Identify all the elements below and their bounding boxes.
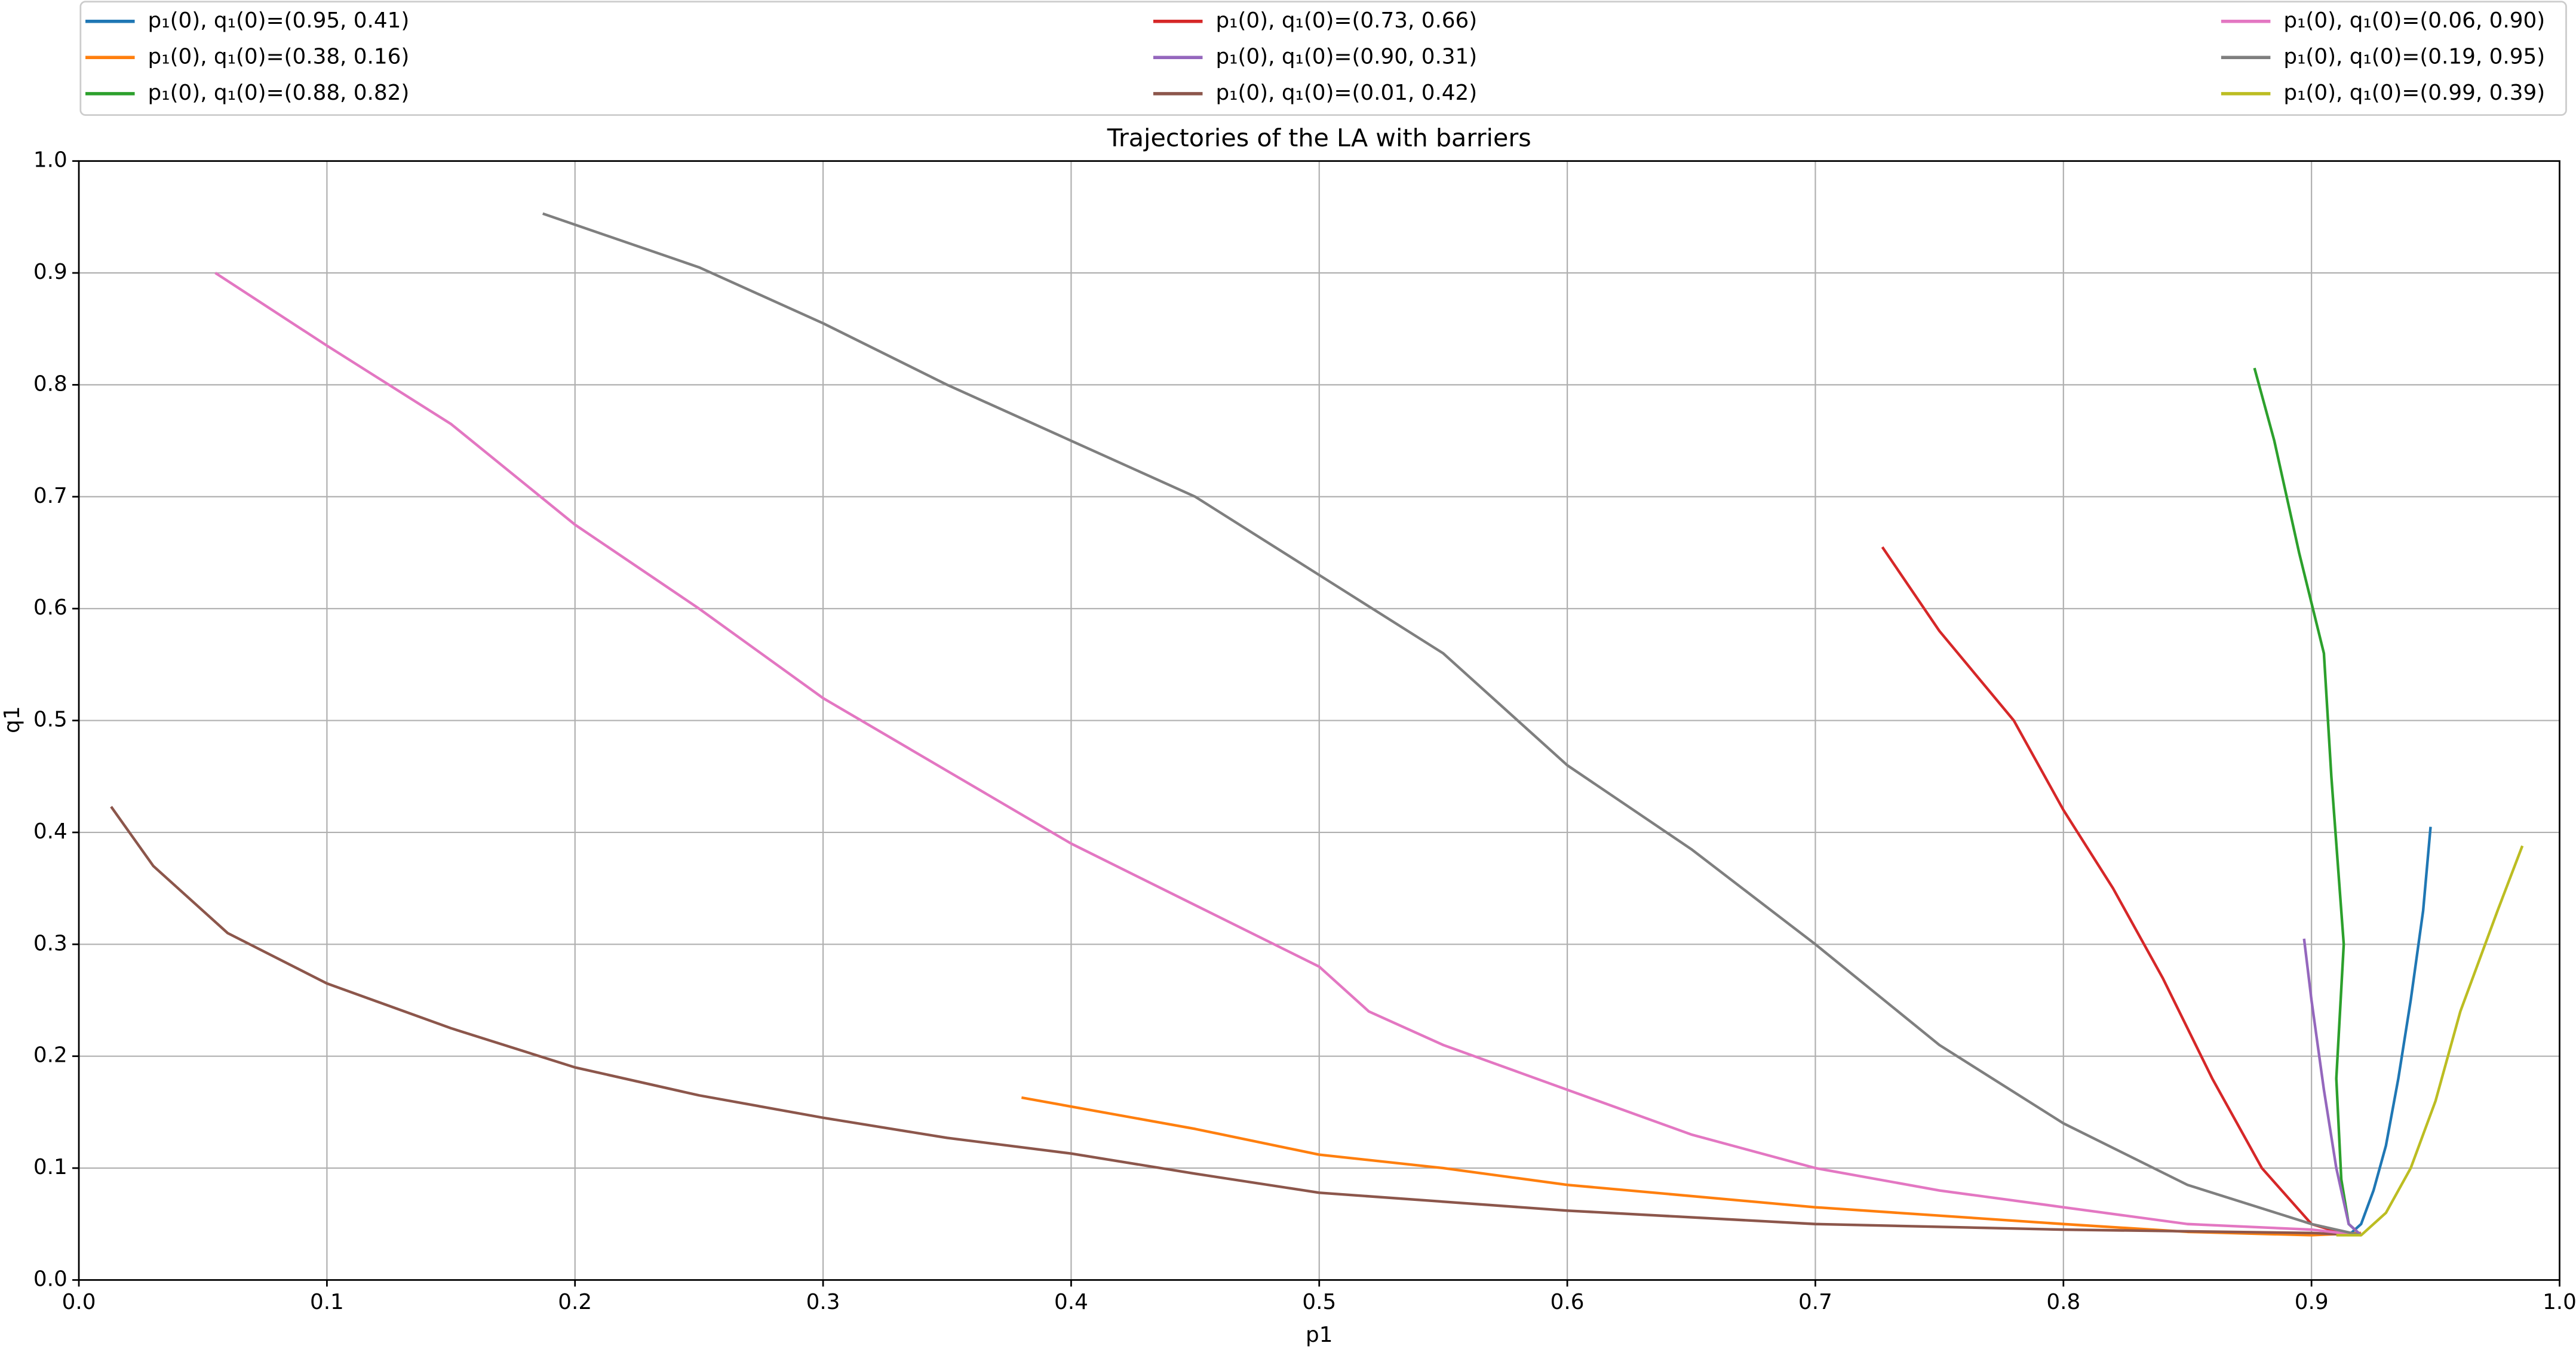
series-line [542,212,2362,1237]
y-tick-label: 0.9 [33,260,67,284]
legend-label: p₁(0), q₁(0)=(0.90, 0.31) [1215,44,1477,69]
legend-label: p₁(0), q₁(0)=(0.95, 0.41) [148,8,410,33]
x-tick-label: 0.7 [1798,1290,1832,1314]
x-tick-label: 1.0 [2543,1290,2576,1314]
y-tick-label: 0.2 [33,1043,67,1068]
x-tick-label: 0.6 [1550,1290,1585,1314]
y-tick-label: 0.7 [33,484,67,508]
x-tick-label: 0.0 [62,1290,96,1314]
series-line [214,272,2362,1237]
legend-label: p₁(0), q₁(0)=(0.99, 0.39) [2283,81,2545,105]
plot-frame [78,160,2560,1281]
legend-label: p₁(0), q₁(0)=(0.88, 0.82) [148,81,410,105]
legend-label: p₁(0), q₁(0)=(0.19, 0.95) [2283,44,2545,69]
x-tick-label: 0.3 [806,1290,840,1314]
x-tick-label: 0.1 [310,1290,344,1314]
x-tick-label: 0.9 [2295,1290,2329,1314]
y-tick-label: 0.6 [33,595,67,620]
series-line [2336,845,2524,1237]
x-axis-label: p1 [1306,1323,1332,1347]
x-tick-label: 0.2 [558,1290,592,1314]
y-tick-label: 0.8 [33,371,67,396]
y-axis-label: q1 [0,706,24,733]
y-tick-label: 0.3 [33,931,67,955]
series-line [1021,1096,2362,1237]
y-tick-label: 1.0 [33,148,67,173]
series-line [2302,938,2362,1237]
x-tick-label: 0.5 [1302,1290,1336,1314]
legend-label: p₁(0), q₁(0)=(0.01, 0.42) [1215,81,1477,105]
legend-box [79,1,2567,116]
y-tick-label: 0.0 [33,1267,67,1291]
y-tick-label: 0.1 [33,1155,67,1179]
series-line [2347,826,2432,1237]
series-line [110,806,2362,1237]
legend-label: p₁(0), q₁(0)=(0.06, 0.90) [2283,8,2545,33]
x-tick-label: 0.8 [2046,1290,2080,1314]
y-tick-label: 0.4 [33,819,67,844]
legend-label: p₁(0), q₁(0)=(0.38, 0.16) [148,44,410,69]
y-tick-label: 0.5 [33,708,67,732]
x-tick-label: 0.4 [1054,1290,1088,1314]
series-line [2253,367,2362,1237]
chart-title: Trajectories of the LA with barriers [1107,124,1531,152]
series-line [1881,546,2350,1237]
legend-label: p₁(0), q₁(0)=(0.73, 0.66) [1215,8,1477,33]
